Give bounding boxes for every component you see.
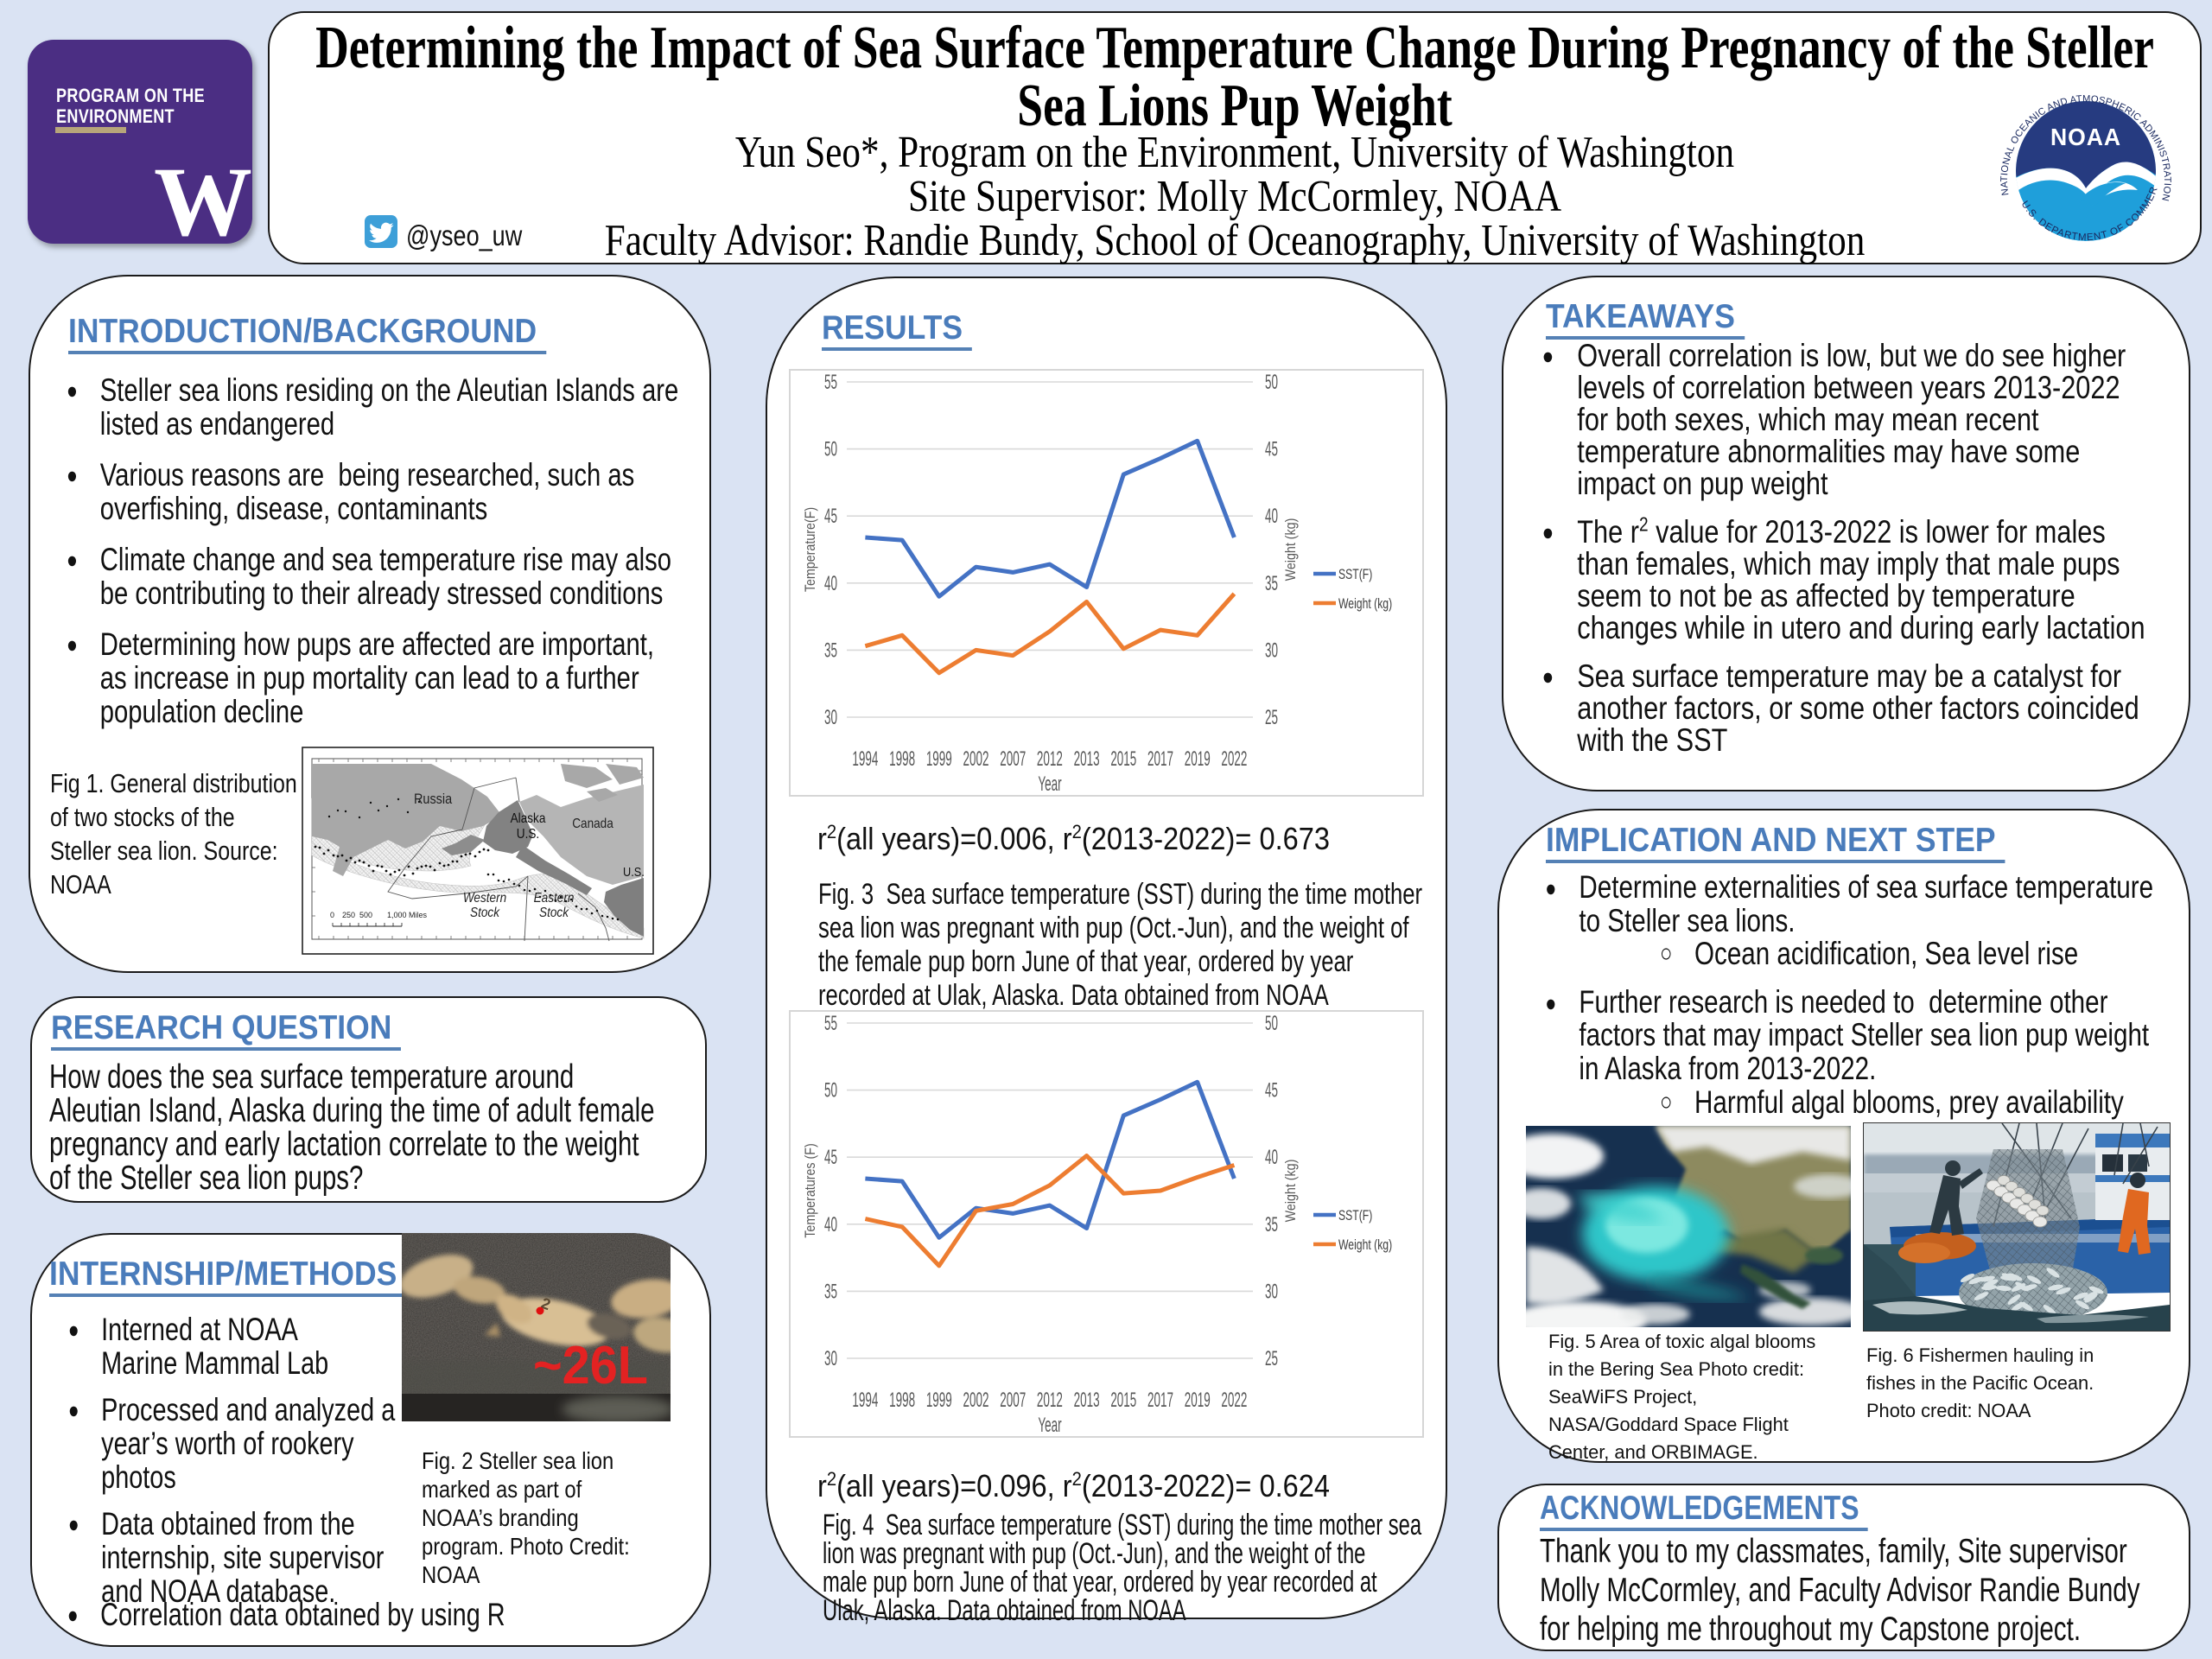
svg-text:30: 30 [824,706,837,729]
svg-text:Temperature(F): Temperature(F) [803,507,818,592]
svg-text:Weight (kg): Weight (kg) [1283,1160,1299,1223]
svg-text:2022: 2022 [1221,747,1247,771]
svg-text:U.S.: U.S. [623,864,645,879]
svg-text:500: 500 [359,911,372,919]
svg-text:45: 45 [824,1146,837,1169]
svg-text:2013: 2013 [1074,1389,1100,1412]
svg-text:NOAA: NOAA [2050,123,2121,150]
svg-text:40: 40 [1265,1146,1278,1169]
svg-text:30: 30 [1265,1280,1278,1303]
svg-text:SST(F): SST(F) [1338,1208,1372,1224]
svg-text:40: 40 [824,572,837,595]
svg-text:U.S.: U.S. [517,827,539,842]
svg-text:0: 0 [330,911,334,919]
svg-text:50: 50 [1265,1012,1278,1035]
svg-text:55: 55 [824,371,837,394]
svg-text:1999: 1999 [926,747,952,771]
svg-text:25: 25 [1265,1347,1278,1370]
svg-text:2019: 2019 [1185,747,1211,771]
svg-text:1998: 1998 [889,1389,915,1412]
svg-text:Year: Year [1038,1414,1062,1437]
svg-text:35: 35 [1265,572,1278,595]
svg-text:2002: 2002 [963,747,989,771]
svg-text:Canada: Canada [572,817,613,831]
svg-text:Weight (kg): Weight (kg) [1283,518,1299,582]
svg-text:1994: 1994 [852,1389,878,1412]
svg-text:2017: 2017 [1147,747,1173,771]
svg-text:2002: 2002 [963,1389,989,1412]
svg-text:40: 40 [824,1213,837,1236]
svg-text:1998: 1998 [889,747,915,771]
svg-text:35: 35 [1265,1213,1278,1236]
svg-text:2015: 2015 [1110,747,1136,771]
svg-text:Russia: Russia [414,791,452,807]
svg-text:1,000 Miles: 1,000 Miles [387,911,428,919]
svg-text:Alaska: Alaska [511,811,546,826]
svg-text:Temperatures (F): Temperatures (F) [803,1143,818,1237]
svg-text:1999: 1999 [926,1389,952,1412]
svg-text:2015: 2015 [1110,1389,1136,1412]
svg-text:2012: 2012 [1037,747,1063,771]
svg-text:50: 50 [824,1079,837,1103]
svg-text:50: 50 [1265,371,1278,394]
svg-text:2019: 2019 [1185,1389,1211,1412]
svg-text:Western: Western [463,891,506,906]
svg-text:45: 45 [1265,438,1278,461]
svg-text:2017: 2017 [1147,1389,1173,1412]
svg-text:35: 35 [824,1280,837,1303]
svg-text:Weight (kg): Weight (kg) [1338,1237,1392,1253]
svg-text:35: 35 [824,639,837,662]
svg-text:40: 40 [1265,505,1278,528]
svg-text:SST(F): SST(F) [1338,567,1372,582]
svg-text:30: 30 [824,1347,837,1370]
svg-text:Year: Year [1038,772,1062,796]
svg-text:45: 45 [1265,1079,1278,1103]
svg-text:Stock: Stock [539,906,569,920]
svg-text:~26L: ~26L [533,1335,648,1395]
svg-text:30: 30 [1265,639,1278,662]
svg-text:2012: 2012 [1037,1389,1063,1412]
svg-text:2007: 2007 [1000,1389,1026,1412]
svg-text:45: 45 [824,505,837,528]
svg-text:Eastern: Eastern [534,891,575,906]
svg-text:50: 50 [824,438,837,461]
svg-text:25: 25 [1265,706,1278,729]
svg-text:55: 55 [824,1012,837,1035]
svg-text:2007: 2007 [1000,747,1026,771]
svg-text:2013: 2013 [1074,747,1100,771]
svg-text:250: 250 [342,911,355,919]
svg-text:2022: 2022 [1221,1389,1247,1412]
svg-text:1994: 1994 [852,747,878,771]
svg-text:Weight (kg): Weight (kg) [1338,596,1392,612]
svg-text:Stock: Stock [470,906,500,920]
